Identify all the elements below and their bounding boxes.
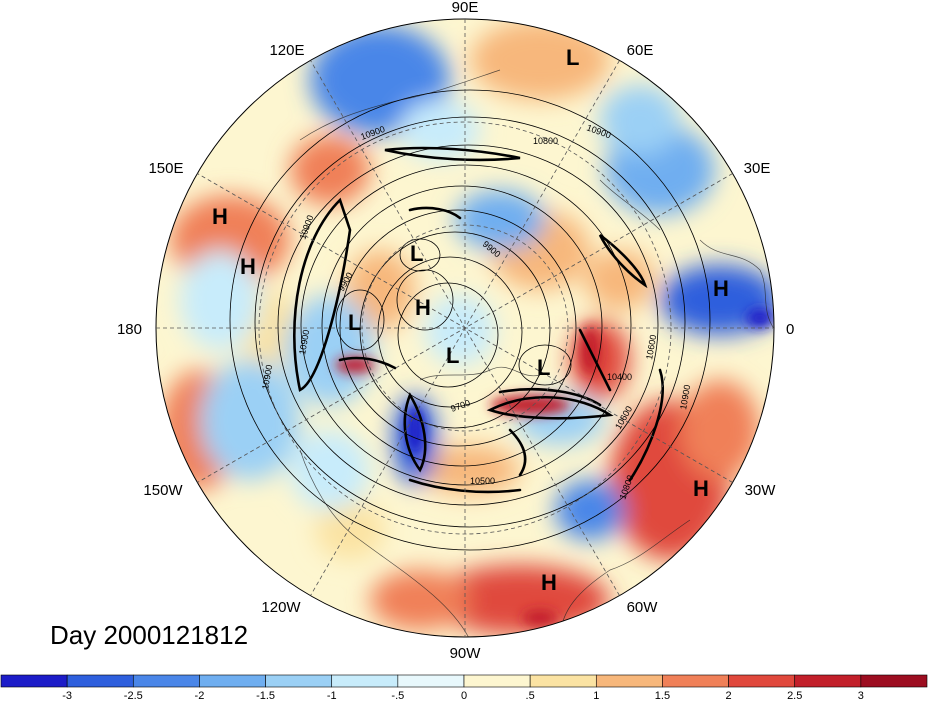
lon-label-30e: 30E	[744, 160, 771, 177]
high-marker: H	[693, 476, 709, 501]
lon-label-120w: 120W	[261, 599, 301, 616]
colorbar-box	[529, 674, 597, 688]
contour-label: 10800	[533, 136, 558, 146]
lon-label-60w: 60W	[627, 599, 659, 616]
polar-map: 90E 60E 30E 0 30W 60W 90W 120W 150W 180 …	[117, 0, 794, 662]
colorbar-box	[860, 674, 928, 688]
longitude-labels: 90E 60E 30E 0 30W 60W 90W 120W 150W 180 …	[117, 0, 794, 662]
colorbar-box	[132, 674, 200, 688]
graticule	[156, 19, 774, 637]
high-marker: H	[713, 276, 729, 301]
contour-label: 10600	[644, 334, 658, 360]
colorbar-ticks: -3 -2.5 -2 -1.5 -1 -.5 0 .5 1 1.5 2 2.5 3	[62, 690, 864, 702]
colorbar: -3 -2.5 -2 -1.5 -1 -.5 0 .5 1 1.5 2 2.5 3	[0, 674, 928, 702]
high-marker: H	[415, 295, 431, 320]
colorbar-box	[463, 674, 531, 688]
colorbar-box	[794, 674, 862, 688]
colorbar-box	[662, 674, 729, 688]
colorbar-tick-label: 0	[461, 690, 467, 702]
lon-label-60e: 60E	[627, 42, 654, 59]
colorbar-box	[66, 674, 134, 688]
contour-label: 10900	[678, 384, 692, 410]
pressure-markers: L H H L H L L L H H H	[212, 45, 729, 595]
lon-label-120e: 120E	[269, 42, 304, 59]
low-marker: L	[537, 355, 550, 380]
contour-label: 10500	[470, 476, 495, 486]
lon-label-30w: 30W	[745, 482, 777, 499]
colorbar-boxes	[0, 674, 928, 688]
colorbar-tick-label: 2.5	[787, 690, 802, 702]
lon-label-90e: 90E	[452, 0, 479, 16]
contour-label: 10400	[607, 372, 632, 382]
lon-label-90w: 90W	[450, 645, 482, 662]
colorbar-tick-label: 3	[858, 690, 864, 702]
colorbar-tick-label: -1	[327, 690, 337, 702]
colorbar-box	[331, 674, 399, 688]
contour-label: 10900	[297, 329, 311, 355]
colorbar-tick-label: 2	[726, 690, 732, 702]
colorbar-box	[0, 674, 68, 688]
high-marker: H	[240, 254, 256, 279]
low-marker: L	[348, 310, 361, 335]
colorbar-tick-label: -3	[62, 690, 72, 702]
colorbar-tick-label: .5	[526, 690, 535, 702]
low-marker: L	[410, 241, 423, 266]
colorbar-tick-label: -2.5	[124, 690, 143, 702]
high-marker: H	[541, 570, 557, 595]
lon-label-150w: 150W	[143, 482, 183, 499]
colorbar-tick-label: -1.5	[256, 690, 275, 702]
plot-title: Day 2000121812	[50, 620, 249, 650]
contour-label: 10900	[260, 364, 274, 390]
low-marker: L	[446, 343, 459, 368]
colorbar-tick-label: 1	[593, 690, 599, 702]
colorbar-tick-label: -2	[195, 690, 205, 702]
colorbar-tick-label: 1.5	[655, 690, 670, 702]
low-marker: L	[566, 45, 579, 70]
lon-label-0: 0	[786, 321, 794, 338]
colorbar-box	[728, 674, 796, 688]
lon-label-180: 180	[117, 321, 142, 338]
colorbar-tick-label: -.5	[391, 690, 404, 702]
colorbar-box	[265, 674, 333, 688]
lon-label-150e: 150E	[148, 160, 183, 177]
colorbar-box	[397, 674, 465, 688]
colorbar-box	[199, 674, 266, 688]
high-marker: H	[212, 204, 228, 229]
colorbar-box	[595, 674, 663, 688]
